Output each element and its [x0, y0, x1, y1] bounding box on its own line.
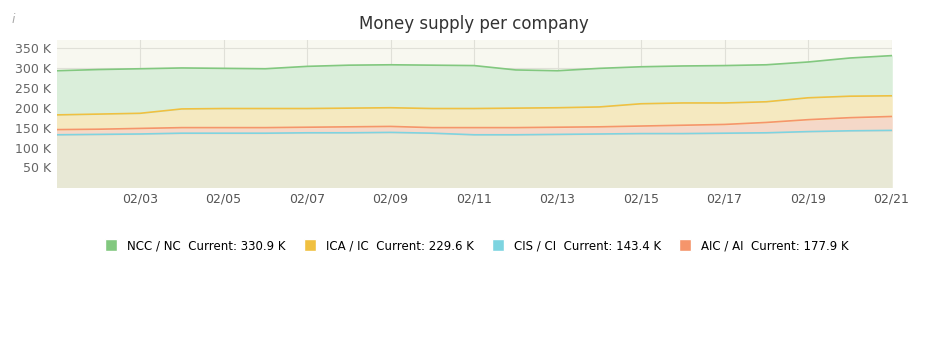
Legend: NCC / NC  Current: 330.9 K, ICA / IC  Current: 229.6 K, CIS / CI  Current: 143.4: NCC / NC Current: 330.9 K, ICA / IC Curr… [95, 235, 854, 257]
Text: i: i [11, 13, 15, 27]
Title: Money supply per company: Money supply per company [359, 15, 589, 33]
